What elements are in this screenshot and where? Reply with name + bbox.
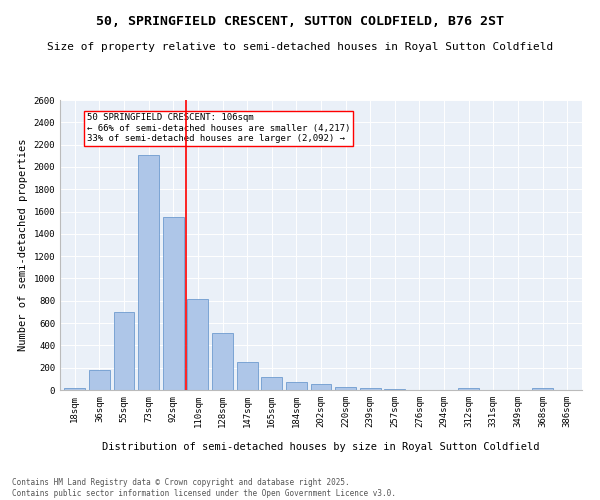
Bar bbox=[163, 217, 184, 390]
Text: Contains HM Land Registry data © Crown copyright and database right 2025.
Contai: Contains HM Land Registry data © Crown c… bbox=[12, 478, 396, 498]
Bar bbox=[138, 154, 159, 390]
Bar bbox=[360, 388, 381, 390]
Bar bbox=[286, 382, 307, 390]
Bar bbox=[261, 376, 282, 390]
Y-axis label: Number of semi-detached properties: Number of semi-detached properties bbox=[18, 138, 28, 352]
Text: Distribution of semi-detached houses by size in Royal Sutton Coldfield: Distribution of semi-detached houses by … bbox=[102, 442, 540, 452]
Text: 50 SPRINGFIELD CRESCENT: 106sqm
← 66% of semi-detached houses are smaller (4,217: 50 SPRINGFIELD CRESCENT: 106sqm ← 66% of… bbox=[87, 114, 350, 143]
Bar bbox=[311, 384, 331, 390]
Bar bbox=[212, 333, 233, 390]
Bar bbox=[236, 362, 257, 390]
Text: Size of property relative to semi-detached houses in Royal Sutton Coldfield: Size of property relative to semi-detach… bbox=[47, 42, 553, 52]
Bar bbox=[64, 388, 85, 390]
Bar bbox=[187, 298, 208, 390]
Bar bbox=[532, 388, 553, 390]
Text: 50, SPRINGFIELD CRESCENT, SUTTON COLDFIELD, B76 2ST: 50, SPRINGFIELD CRESCENT, SUTTON COLDFIE… bbox=[96, 15, 504, 28]
Bar bbox=[89, 370, 110, 390]
Bar bbox=[335, 386, 356, 390]
Bar bbox=[458, 388, 479, 390]
Bar bbox=[113, 312, 134, 390]
